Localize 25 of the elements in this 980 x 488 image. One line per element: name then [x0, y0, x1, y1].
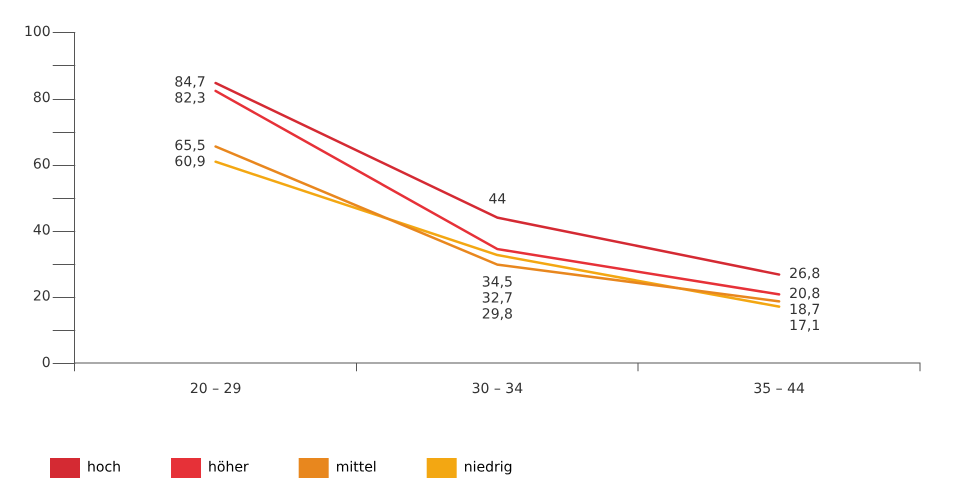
data-label: 26,8 [789, 266, 820, 282]
x-tick-label: 30 – 34 [472, 381, 524, 398]
data-label: 18,7 [789, 302, 820, 318]
data-label: 17,1 [789, 318, 820, 334]
y-tick-label: 0 [42, 354, 51, 371]
data-label: 65,5 [174, 138, 206, 154]
y-tick-label: 60 [32, 156, 51, 172]
legend-label: niedrig [464, 460, 512, 476]
data-label: 32,7 [482, 290, 513, 306]
data-label: 84,7 [174, 74, 206, 91]
data-label: 60,9 [174, 154, 206, 170]
y-tick-label: 20 [32, 288, 51, 305]
legend-label: höher [208, 460, 249, 476]
data-label: 20,8 [789, 286, 820, 302]
x-tick-label: 35 – 44 [753, 381, 805, 398]
y-tick-label: 40 [32, 222, 51, 239]
data-label: 82,3 [174, 90, 206, 107]
data-label: 29,8 [482, 306, 513, 322]
data-label: 44 [488, 191, 506, 208]
y-tick-label: 100 [24, 24, 51, 40]
data-label: 34,5 [482, 274, 513, 290]
x-tick-label: 20 – 29 [190, 381, 242, 398]
legend-label: hoch [87, 460, 122, 476]
legend-label: mittel [336, 460, 377, 476]
y-tick-label: 80 [32, 90, 51, 106]
